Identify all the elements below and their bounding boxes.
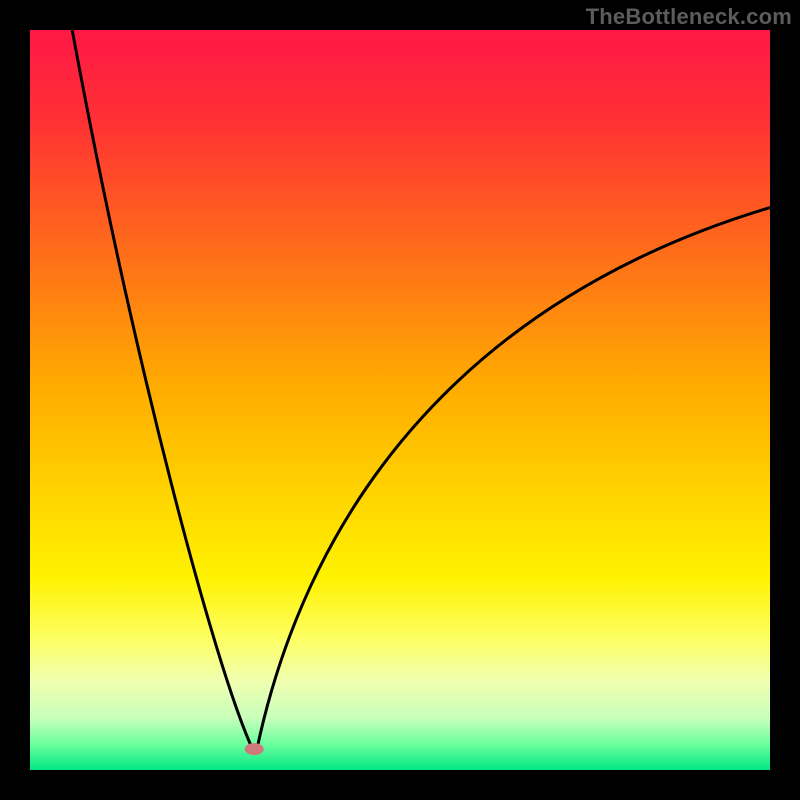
watermark-text: TheBottleneck.com	[586, 4, 792, 30]
plot-area	[30, 30, 770, 770]
outer-frame: TheBottleneck.com	[0, 0, 800, 800]
curve-right-branch	[257, 208, 770, 748]
curve-left-branch	[72, 30, 252, 748]
curve-layer	[30, 30, 770, 770]
minimum-marker	[245, 743, 264, 755]
